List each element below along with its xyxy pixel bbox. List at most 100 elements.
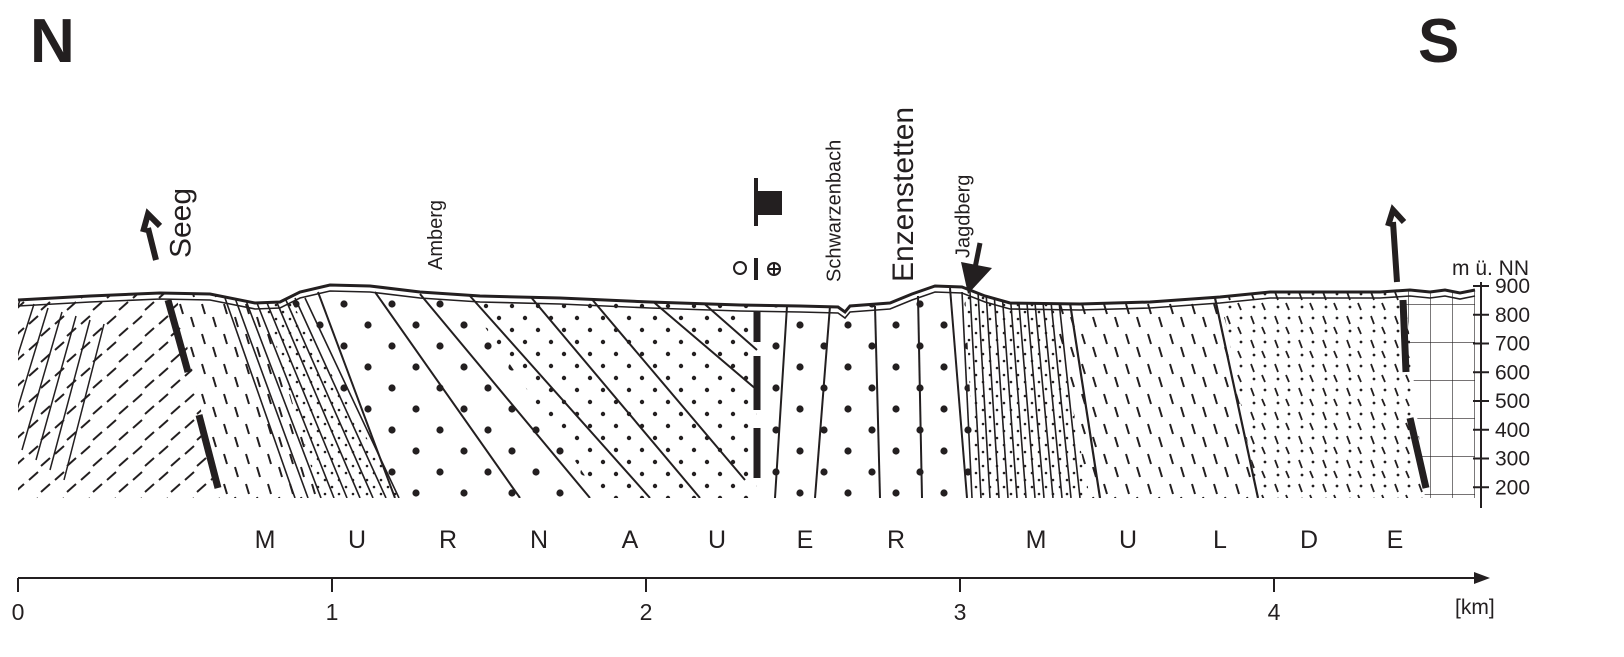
geological-units bbox=[18, 290, 1475, 498]
bedding-line bbox=[49, 319, 91, 471]
bedding-line bbox=[814, 305, 831, 498]
fault-south bbox=[1399, 299, 1430, 489]
bedding-line bbox=[1049, 291, 1072, 498]
elevation-tick-label: 900 bbox=[1495, 275, 1530, 298]
basin-letter: N bbox=[530, 526, 548, 554]
bedding-line bbox=[469, 295, 651, 498]
bedding-line bbox=[254, 297, 335, 498]
bedding-line bbox=[1001, 291, 1018, 498]
unit-sandstone-fine bbox=[460, 290, 757, 498]
basin-letter: D bbox=[1300, 526, 1318, 554]
bedding-line bbox=[18, 299, 21, 421]
borehole-symbol bbox=[733, 178, 782, 280]
bedding-line bbox=[224, 297, 296, 498]
south-label: S bbox=[1418, 7, 1459, 76]
fault-arrow-icon bbox=[140, 208, 163, 261]
fault-arrow-icon bbox=[1385, 204, 1407, 283]
unit-grid-south bbox=[1405, 290, 1475, 498]
elevation-tick-label: 800 bbox=[1495, 304, 1530, 327]
unit-marl-south bbox=[1050, 290, 1258, 498]
elevation-tick-label: 200 bbox=[1495, 476, 1530, 499]
bedding-line bbox=[1033, 291, 1054, 498]
bedding-line bbox=[529, 295, 701, 498]
topographic-surface bbox=[17, 283, 1476, 315]
distance-tick-label: 4 bbox=[1268, 599, 1281, 625]
distance-axis: 0 1 2 3 4 [km] bbox=[12, 572, 1495, 625]
basin-letter: L bbox=[1213, 526, 1227, 554]
bedding-line bbox=[1213, 297, 1260, 498]
bedding-line bbox=[977, 291, 991, 498]
basin-letter: M bbox=[1026, 526, 1047, 554]
bedding-line bbox=[993, 291, 1009, 498]
basin-letter: E bbox=[797, 526, 814, 554]
elevation-tick-label: 600 bbox=[1495, 361, 1530, 384]
fault-north bbox=[164, 299, 222, 489]
elevation-tick-label: 700 bbox=[1495, 333, 1530, 356]
bedding-line bbox=[917, 295, 923, 498]
elevation-tick-label: 300 bbox=[1495, 448, 1530, 471]
bedding-line bbox=[949, 287, 968, 498]
location-arrow-icon bbox=[961, 242, 992, 294]
bedding-line bbox=[985, 291, 1000, 498]
bedding-line bbox=[244, 297, 322, 498]
bedding-line bbox=[264, 297, 348, 498]
bedding-line bbox=[774, 305, 788, 498]
place-label-jagdberg: Jagdberg bbox=[952, 175, 974, 258]
elevation-tick-label: 500 bbox=[1495, 390, 1530, 413]
place-label-schwarzenbach: Schwarzenbach bbox=[824, 140, 846, 282]
bedding-line bbox=[18, 303, 35, 431]
bedding-line bbox=[374, 291, 521, 498]
bedding-line bbox=[961, 291, 973, 498]
basin-letter: R bbox=[439, 526, 457, 554]
bedding-line bbox=[284, 297, 374, 498]
elevation-tick-label: 400 bbox=[1495, 419, 1530, 442]
place-labels: Seeg Amberg Schwarzenbach Enzenstetten Jagdb… bbox=[165, 107, 975, 282]
basin-letter: E bbox=[1387, 526, 1404, 554]
place-label-enzenstetten: Enzenstetten bbox=[887, 107, 920, 282]
distance-unit-label: [km] bbox=[1455, 596, 1495, 619]
bedding-line bbox=[317, 291, 396, 498]
bedding-line bbox=[1009, 291, 1027, 498]
bedding-line bbox=[699, 299, 758, 351]
topographic-surface-lower bbox=[17, 290, 1476, 320]
unit-marl-fault-zone bbox=[175, 290, 320, 498]
bedding-line bbox=[1057, 291, 1081, 498]
distance-tick-label: 2 bbox=[640, 599, 653, 625]
bedding-line bbox=[274, 297, 361, 498]
place-label-seeg: Seeg bbox=[165, 188, 198, 258]
distance-tick-label: 0 bbox=[12, 599, 25, 625]
bedding-line bbox=[294, 297, 387, 498]
basin-letter: R bbox=[887, 526, 905, 554]
elevation-axis: m ü. NN 900 800 700 600 500 400 300 200 bbox=[1452, 257, 1530, 508]
distance-tick-label: 1 bbox=[326, 599, 339, 625]
basin-letter: U bbox=[348, 526, 366, 554]
bedding-line bbox=[1041, 291, 1063, 498]
bedding-lines bbox=[18, 287, 1260, 498]
basin-letter: A bbox=[622, 526, 639, 554]
north-label: N bbox=[30, 7, 75, 76]
bedding-line bbox=[18, 307, 49, 441]
basin-letter: U bbox=[708, 526, 726, 554]
bedding-line bbox=[649, 298, 758, 391]
unit-sandstone-coarse bbox=[285, 290, 600, 498]
place-label-amberg: Amberg bbox=[425, 200, 447, 270]
bedding-line bbox=[1017, 291, 1036, 498]
bedding-line bbox=[1025, 291, 1045, 498]
basin-letter: M bbox=[255, 526, 276, 554]
unit-mixed-south bbox=[1220, 290, 1425, 498]
bedding-line bbox=[234, 297, 309, 498]
bedding-line bbox=[969, 291, 982, 498]
bedding-line bbox=[589, 296, 746, 481]
bedding-line bbox=[21, 311, 63, 451]
distance-tick-label: 3 bbox=[954, 599, 967, 625]
bedding-line bbox=[1068, 302, 1102, 498]
bedding-line bbox=[63, 323, 105, 481]
unit-sandstone-axis bbox=[757, 290, 975, 498]
unit-thin-bedded bbox=[260, 290, 400, 498]
bedding-line bbox=[874, 305, 881, 498]
bedding-line bbox=[419, 293, 591, 498]
bedding-line bbox=[35, 315, 77, 461]
basin-letter: U bbox=[1119, 526, 1137, 554]
